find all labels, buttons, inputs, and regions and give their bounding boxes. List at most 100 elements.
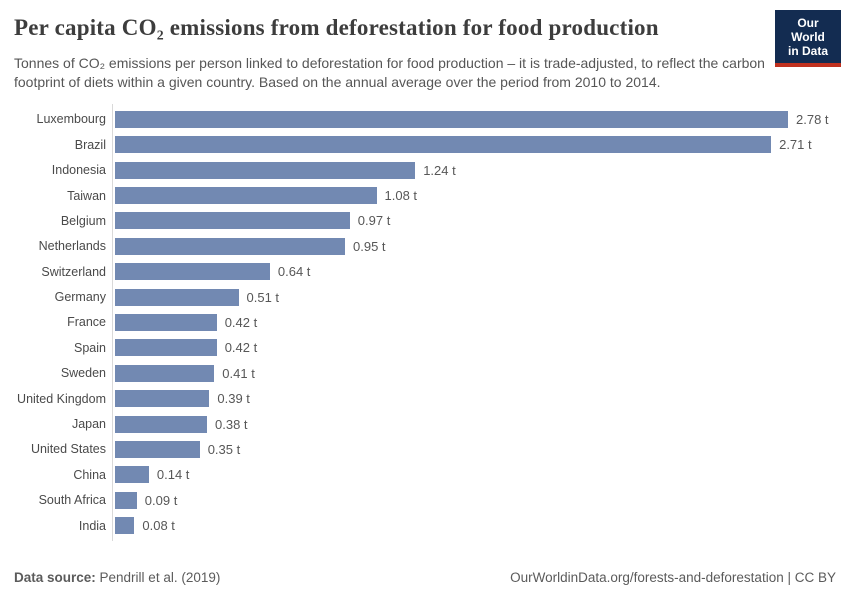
- value-label: 0.39 t: [217, 391, 250, 407]
- country-label: Japan: [71, 417, 106, 432]
- bar[interactable]: [115, 237, 345, 255]
- bar-area: 0.42 t: [112, 313, 258, 331]
- bar-area: 0.08 t: [112, 517, 175, 535]
- country-label: India: [78, 518, 106, 533]
- value-label: 0.08 t: [142, 518, 175, 534]
- value-label: 0.38 t: [215, 416, 248, 432]
- bar[interactable]: [115, 466, 149, 484]
- bar-area: 0.97 t: [112, 212, 391, 230]
- country-label: Netherlands: [38, 239, 106, 254]
- bar[interactable]: [115, 364, 215, 382]
- bar-area: 0.38 t: [112, 415, 248, 433]
- value-label: 0.51 t: [246, 289, 280, 305]
- bar-area: 0.42 t: [112, 339, 258, 357]
- bar[interactable]: [115, 212, 350, 230]
- bar-area: 0.39 t: [112, 390, 250, 408]
- chart-footer: Data source: Pendrill et al. (2019) OurW…: [14, 570, 836, 585]
- chart-row: Spain 0.42 t: [14, 335, 836, 360]
- chart-row: Germany 0.51 t: [14, 284, 836, 309]
- owid-logo-line1: Our World: [791, 16, 825, 45]
- bar-area: 1.08 t: [112, 187, 418, 205]
- bar-area: 0.14 t: [112, 466, 190, 484]
- owid-logo[interactable]: Our World in Data: [775, 10, 841, 68]
- bar[interactable]: [115, 313, 217, 331]
- chart-row: Switzerland 0.64 t: [14, 259, 836, 284]
- bar-area: 1.24 t: [112, 161, 456, 179]
- value-label: 1.24 t: [423, 162, 456, 178]
- country-label: Belgium: [60, 213, 106, 228]
- value-label: 0.95 t: [353, 238, 386, 254]
- chart-row: Brazil 2.71 t: [14, 132, 836, 157]
- chart-row: Sweden 0.41 t: [14, 361, 836, 386]
- value-label: 1.08 t: [384, 188, 418, 204]
- chart-row: China 0.14 t: [14, 462, 836, 487]
- country-label: China: [73, 467, 106, 482]
- country-label: Brazil: [74, 137, 106, 152]
- bar[interactable]: [115, 288, 239, 306]
- country-label: France: [67, 315, 106, 330]
- bar[interactable]: [115, 263, 270, 281]
- data-source: Data source: Pendrill et al. (2019): [14, 570, 220, 585]
- chart-row: United Kingdom 0.39 t: [14, 386, 836, 411]
- bar-area: 0.51 t: [112, 288, 280, 306]
- value-label: 0.42 t: [224, 314, 258, 330]
- chart-row: Japan 0.38 t: [14, 411, 836, 436]
- license-text[interactable]: | CC BY: [783, 570, 836, 585]
- data-source-text: Pendrill et al. (2019): [95, 570, 221, 585]
- bar-area: 0.09 t: [112, 491, 178, 509]
- chart-row: Indonesia 1.24 t: [14, 157, 836, 182]
- bar[interactable]: [115, 390, 210, 408]
- owid-logo-line2: in Data: [787, 44, 828, 59]
- chart-header: Per capita CO₂ emissions from deforestat…: [0, 0, 850, 92]
- chart-row: United States 0.35 t: [14, 437, 836, 462]
- bar-area: 0.95 t: [112, 237, 386, 255]
- data-source-label: Data source:: [14, 570, 96, 585]
- country-label: South Africa: [38, 493, 106, 508]
- chart-row: Taiwan 1.08 t: [14, 183, 836, 208]
- value-label: 0.97 t: [357, 213, 391, 229]
- bar[interactable]: [115, 136, 772, 154]
- bar-area: 2.78 t: [112, 110, 829, 128]
- bar-area: 0.64 t: [112, 263, 311, 281]
- chart-row: Luxembourg 2.78 t: [14, 107, 836, 132]
- value-label: 0.14 t: [156, 467, 190, 483]
- value-label: 2.78 t: [796, 111, 829, 127]
- value-label: 0.09 t: [144, 492, 178, 508]
- footer-links: OurWorldinData.org/forests-and-deforesta…: [510, 570, 836, 585]
- country-label: Sweden: [60, 366, 106, 381]
- country-label: Spain: [74, 340, 106, 355]
- value-label: 2.71 t: [779, 137, 812, 153]
- bar-area: 0.41 t: [112, 364, 255, 382]
- bar[interactable]: [115, 440, 200, 458]
- bar[interactable]: [115, 415, 207, 433]
- country-label: Indonesia: [51, 163, 106, 178]
- country-label: Taiwan: [67, 188, 106, 203]
- chart-subtitle: Tonnes of CO₂ emissions per person linke…: [14, 54, 765, 90]
- bar[interactable]: [115, 161, 416, 179]
- bar[interactable]: [115, 339, 217, 357]
- bar[interactable]: [115, 187, 377, 205]
- country-label: Switzerland: [41, 264, 106, 279]
- chart-row: South Africa 0.09 t: [14, 488, 836, 513]
- owid-url-link[interactable]: OurWorldinData.org/forests-and-deforesta…: [510, 570, 784, 585]
- value-label: 0.35 t: [207, 441, 241, 457]
- country-label: United Kingdom: [17, 391, 106, 406]
- value-label: 0.41 t: [222, 365, 255, 381]
- bar[interactable]: [115, 517, 135, 535]
- bar-area: 0.35 t: [112, 440, 241, 458]
- chart-row: France 0.42 t: [14, 310, 836, 335]
- chart-row: Netherlands 0.95 t: [14, 234, 836, 259]
- value-label: 0.64 t: [277, 264, 311, 280]
- chart-row: India 0.08 t: [14, 513, 836, 538]
- bar-area: 2.71 t: [112, 136, 812, 154]
- bar[interactable]: [115, 110, 788, 128]
- country-label: Luxembourg: [36, 112, 107, 127]
- chart-title: Per capita CO₂ emissions from deforestat…: [14, 15, 659, 40]
- bar[interactable]: [115, 491, 137, 509]
- country-label: Germany: [54, 290, 106, 305]
- country-label: United States: [30, 442, 106, 457]
- chart-row: Belgium 0.97 t: [14, 208, 836, 233]
- bar-chart: Luxembourg 2.78 t Brazil 2.71 t Indonesia 1.2…: [14, 103, 836, 542]
- value-label: 0.42 t: [224, 340, 258, 356]
